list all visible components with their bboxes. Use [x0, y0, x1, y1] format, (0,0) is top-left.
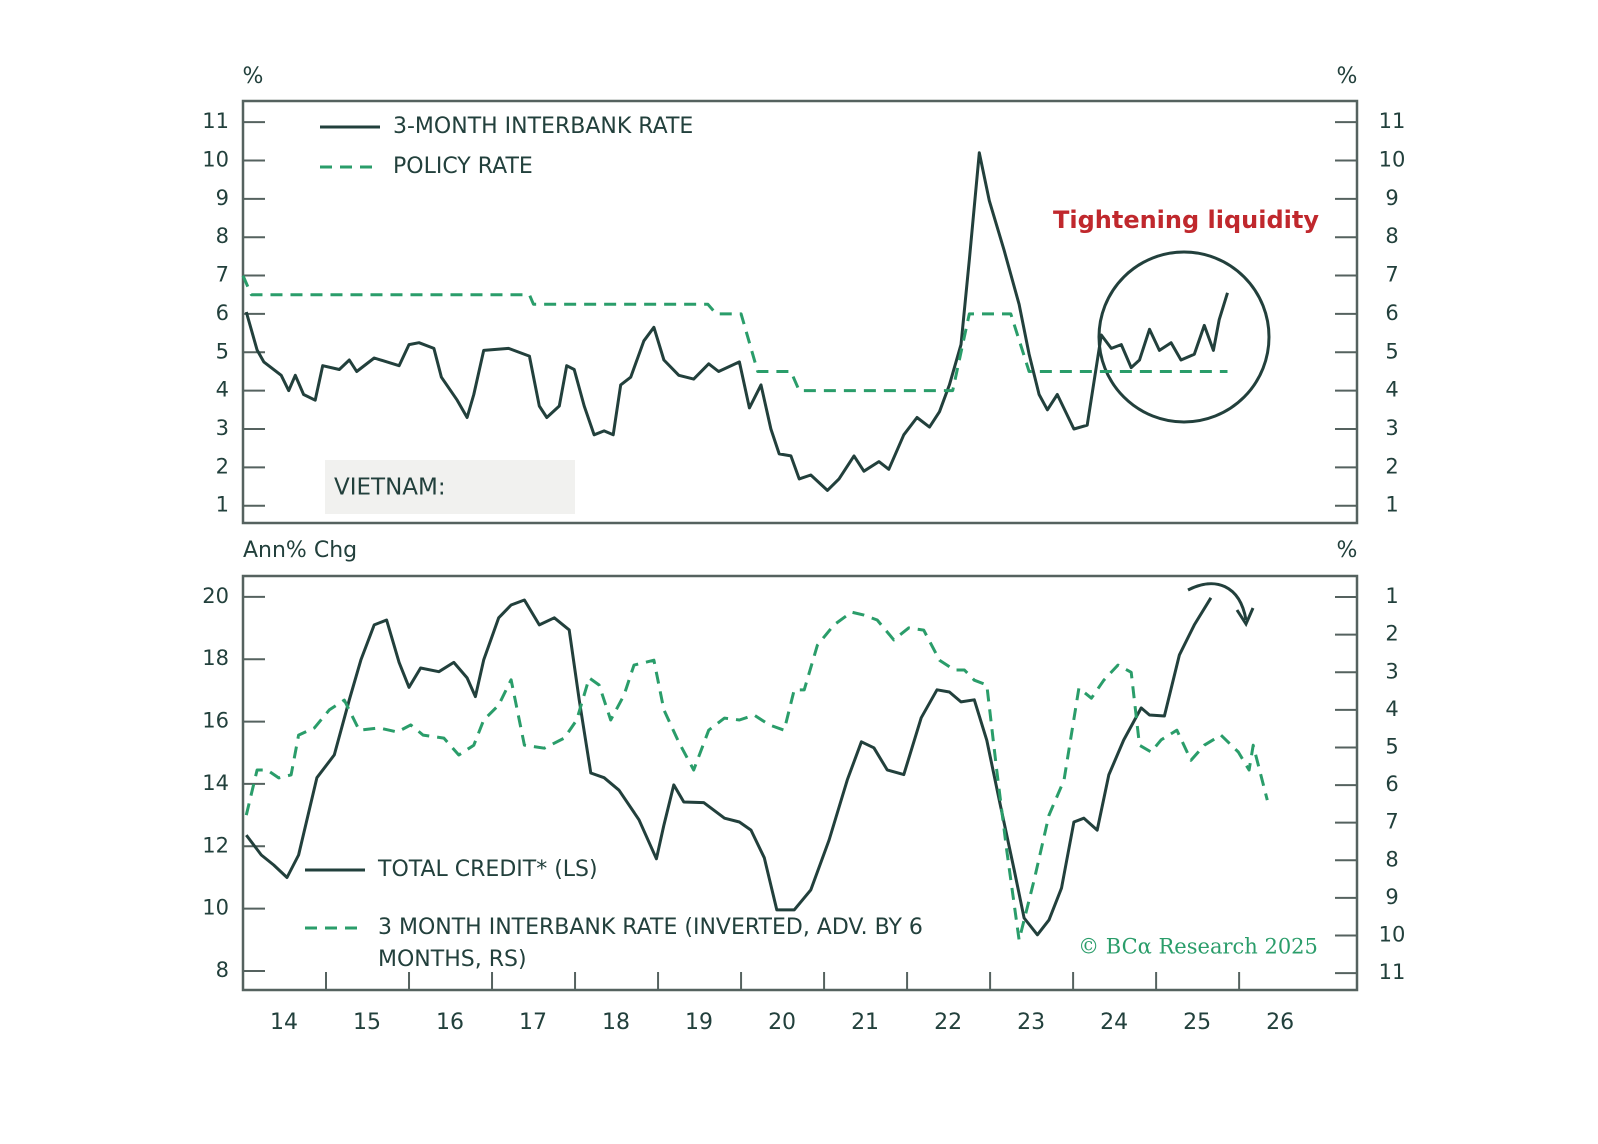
- copyright: © BCα Research 2025: [1078, 935, 1318, 959]
- y-tick-label: 5: [216, 339, 229, 363]
- y2-tick-label: 8: [1385, 847, 1398, 871]
- y2-tick-label: 10: [1379, 922, 1406, 946]
- arrow-head: [1235, 607, 1255, 628]
- y2-tick-label: 2: [1385, 622, 1398, 646]
- y-tick-label: 16: [202, 709, 229, 733]
- x-tick-label: 21: [851, 1010, 879, 1035]
- y-tick-label: 1: [216, 493, 229, 517]
- y2-tick-label: 1: [1385, 493, 1398, 517]
- y2-tick-label: 6: [1385, 301, 1398, 325]
- y2-tick-label: 11: [1379, 960, 1406, 984]
- legend-label: 3 MONTH INTERBANK RATE (INVERTED, ADV. B…: [378, 915, 923, 972]
- legend-label: TOTAL CREDIT* (LS): [378, 857, 598, 882]
- legend-label: 3-MONTH INTERBANK RATE: [393, 114, 694, 139]
- x-tick-label: 17: [519, 1010, 547, 1035]
- y2-tick-label: 4: [1385, 378, 1398, 402]
- series-line: [244, 151, 1229, 492]
- y2-tick-label: 3: [1385, 659, 1398, 683]
- y-tick-label: 7: [216, 263, 229, 287]
- y2-unit-label: %: [1337, 538, 1358, 563]
- y-tick-label: 11: [202, 109, 229, 133]
- y-tick-label: 10: [202, 147, 229, 171]
- y2-tick-label: 5: [1385, 339, 1398, 363]
- region-label: VIETNAM:: [334, 475, 446, 501]
- x-tick-label: 15: [353, 1010, 381, 1035]
- x-tick-label: 14: [270, 1010, 298, 1035]
- y-tick-label: 6: [216, 301, 229, 325]
- legend-label: POLICY RATE: [393, 154, 533, 179]
- plot-frame: [241, 99, 1359, 525]
- x-tick-label: 24: [1100, 1010, 1128, 1035]
- y-tick-label: 20: [202, 584, 229, 608]
- y-tick-label: 10: [202, 896, 229, 920]
- x-tick-label: 20: [768, 1010, 796, 1035]
- highlight-circle: [1097, 250, 1271, 424]
- y-tick-label: 9: [216, 186, 229, 210]
- y-tick-label: 8: [216, 224, 229, 248]
- y-unit-label: Ann% Chg: [243, 538, 357, 563]
- y2-tick-label: 7: [1385, 263, 1398, 287]
- x-tick-label: 16: [436, 1010, 464, 1035]
- x-tick-label: 22: [934, 1010, 962, 1035]
- y2-tick-label: 5: [1385, 734, 1398, 758]
- series-line: [245, 597, 1213, 937]
- y2-tick-label: 2: [1385, 454, 1398, 478]
- y2-tick-label: 9: [1385, 885, 1398, 909]
- y-tick-label: 8: [216, 958, 229, 982]
- x-tick-label: 19: [685, 1010, 713, 1035]
- y-tick-label: 3: [216, 416, 229, 440]
- label-box: [325, 460, 575, 514]
- series-line: [244, 610, 1269, 942]
- y-unit-label: %: [243, 64, 264, 89]
- y2-tick-label: 10: [1379, 147, 1406, 171]
- y2-tick-label: 4: [1385, 697, 1398, 721]
- y2-unit-label: %: [1337, 64, 1358, 89]
- y-tick-label: 12: [202, 833, 229, 857]
- x-tick-label: 23: [1017, 1010, 1045, 1035]
- arrow: [1187, 582, 1248, 621]
- y2-tick-label: 7: [1385, 810, 1398, 834]
- x-tick-label: 25: [1183, 1010, 1211, 1035]
- annotation: Tightening liquidity: [1053, 206, 1319, 234]
- x-tick-label: 18: [602, 1010, 630, 1035]
- y2-tick-label: 9: [1385, 186, 1398, 210]
- y2-tick-label: 3: [1385, 416, 1398, 440]
- y2-tick-label: 1: [1385, 584, 1398, 608]
- y2-tick-label: 6: [1385, 772, 1398, 796]
- series-line: [241, 275, 1228, 393]
- y2-tick-label: 8: [1385, 224, 1398, 248]
- x-tick-label: 26: [1266, 1010, 1294, 1035]
- y-tick-label: 2: [216, 454, 229, 478]
- y-tick-label: 4: [216, 378, 229, 402]
- y-tick-label: 18: [202, 646, 229, 670]
- y-tick-label: 14: [202, 771, 229, 795]
- y2-tick-label: 11: [1379, 109, 1406, 133]
